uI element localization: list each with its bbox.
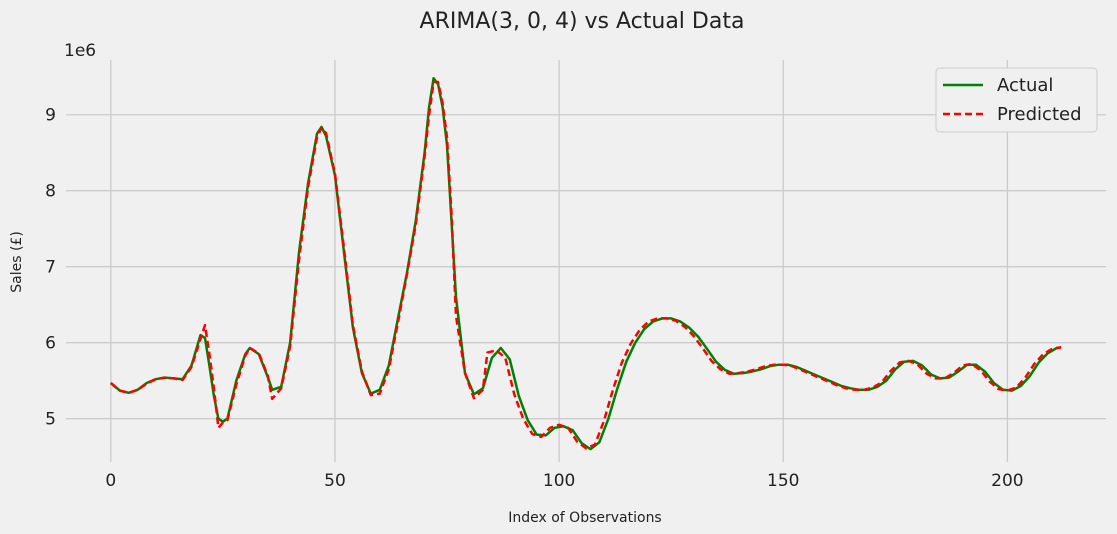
legend-actual-label: Actual — [997, 75, 1053, 96]
ticks: 0 50 100 150 200 5 6 7 8 9 — [45, 106, 1023, 491]
series-layer — [109, 76, 1062, 451]
legend: Actual Predicted — [935, 67, 1098, 133]
x-tick-label-3: 150 — [767, 471, 799, 491]
chart-title: ARIMA(3, 0, 4) vs Actual Data — [420, 9, 745, 34]
x-tick-label-1: 50 — [324, 471, 346, 491]
y-offset-label: 1e6 — [64, 41, 96, 61]
x-tick-label-2: 100 — [543, 471, 575, 491]
series-line-predicted — [109, 80, 1062, 450]
y-tick-label-4: 9 — [45, 106, 56, 126]
grid — [66, 60, 1106, 462]
x-axis-label: Index of Observations — [508, 510, 661, 526]
y-axis-label: Sales (£) — [9, 231, 25, 293]
y-tick-label-3: 8 — [45, 182, 56, 202]
x-tick-label-0: 0 — [105, 471, 116, 491]
y-tick-label-1: 6 — [45, 334, 56, 354]
y-tick-label-0: 5 — [45, 410, 56, 430]
x-tick-label-4: 200 — [991, 471, 1023, 491]
y-tick-label-2: 7 — [45, 258, 56, 278]
legend-predicted-label: Predicted — [997, 104, 1082, 125]
